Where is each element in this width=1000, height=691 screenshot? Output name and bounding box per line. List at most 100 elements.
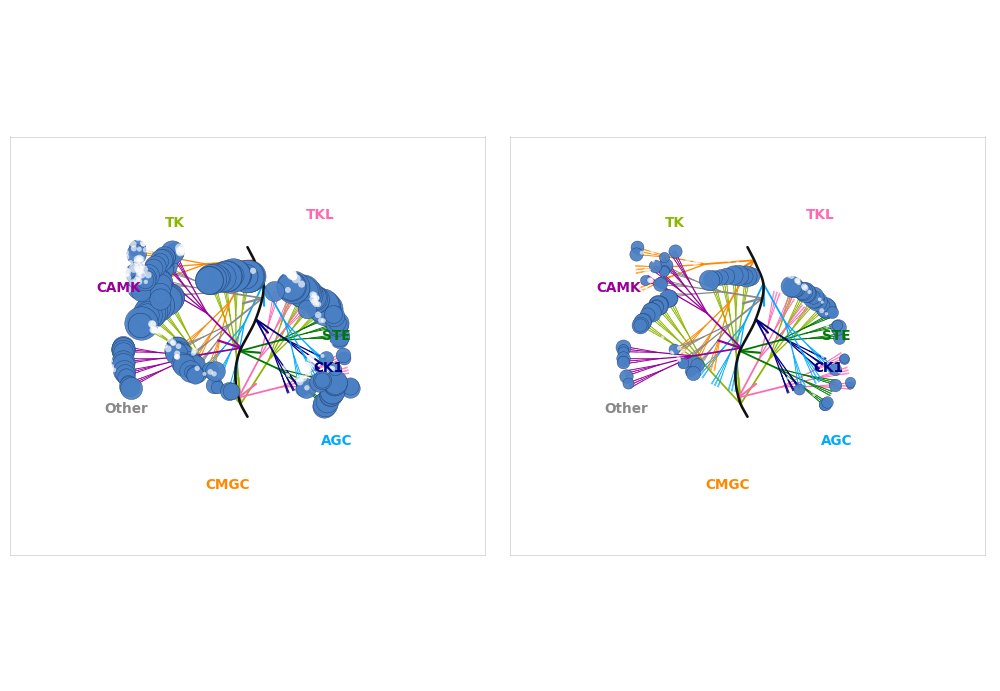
- Point: [108, 294, 124, 305]
- Point: [186, 239, 202, 250]
- Point: [817, 301, 833, 312]
- Point: [202, 366, 218, 377]
- Point: [299, 303, 315, 314]
- Point: [298, 382, 314, 393]
- Point: [153, 274, 169, 285]
- Point: [648, 301, 664, 312]
- Point: [299, 364, 315, 375]
- Point: [115, 358, 131, 369]
- Point: [197, 368, 213, 379]
- Point: [329, 319, 345, 330]
- Point: [304, 339, 320, 350]
- Point: [288, 273, 304, 284]
- Point: [671, 343, 687, 354]
- Point: [242, 271, 258, 282]
- Point: [690, 256, 706, 267]
- Point: [641, 265, 657, 276]
- Point: [283, 268, 299, 279]
- Point: [842, 377, 858, 388]
- Point: [342, 383, 358, 394]
- Point: [645, 255, 661, 266]
- Point: [680, 254, 696, 265]
- Point: [145, 319, 161, 330]
- Point: [292, 357, 308, 368]
- Point: [630, 280, 646, 291]
- Point: [725, 269, 741, 281]
- Point: [133, 286, 149, 297]
- Point: [172, 245, 188, 256]
- Point: [299, 287, 315, 299]
- Point: [206, 273, 222, 284]
- Point: [118, 371, 134, 382]
- Point: [791, 384, 807, 395]
- Point: [309, 294, 325, 305]
- Point: [141, 308, 157, 319]
- Point: [329, 317, 345, 328]
- Point: [134, 261, 150, 272]
- Point: [99, 283, 115, 294]
- Point: [661, 292, 677, 303]
- Point: [623, 294, 639, 305]
- Point: [283, 281, 299, 292]
- Point: [325, 363, 341, 374]
- Point: [172, 243, 188, 254]
- Point: [135, 314, 151, 325]
- Point: [152, 327, 168, 338]
- Point: [132, 265, 148, 276]
- Point: [133, 231, 149, 243]
- Point: [98, 337, 114, 348]
- Point: [140, 269, 156, 281]
- Point: [299, 359, 315, 370]
- Point: [206, 273, 222, 284]
- Point: [602, 343, 618, 354]
- Point: [202, 364, 218, 375]
- Point: [627, 264, 643, 275]
- Point: [764, 261, 780, 272]
- Point: [103, 286, 119, 297]
- Point: [223, 386, 239, 397]
- Point: [643, 275, 659, 286]
- Point: [634, 317, 650, 328]
- Point: [278, 265, 294, 276]
- Point: [93, 319, 109, 330]
- Point: [625, 287, 641, 299]
- Point: [169, 343, 185, 354]
- Point: [634, 287, 650, 298]
- Point: [731, 269, 747, 281]
- Point: [660, 293, 676, 304]
- Point: [295, 356, 311, 367]
- Point: [294, 285, 310, 296]
- Point: [648, 301, 664, 312]
- Point: [204, 243, 220, 254]
- Point: [814, 305, 830, 316]
- Point: [214, 247, 230, 258]
- Point: [93, 337, 109, 348]
- Point: [165, 338, 181, 349]
- Point: [131, 279, 147, 290]
- Point: [817, 399, 833, 410]
- Point: [742, 271, 758, 282]
- Point: [134, 230, 150, 241]
- Point: [118, 267, 134, 278]
- Point: [824, 307, 840, 318]
- Point: [315, 315, 331, 326]
- Point: [283, 269, 299, 280]
- Point: [285, 281, 301, 292]
- Point: [158, 294, 174, 305]
- Point: [219, 247, 235, 258]
- Point: [292, 376, 308, 387]
- Point: [616, 299, 632, 310]
- Text: AGC: AGC: [821, 434, 852, 448]
- Point: [630, 278, 646, 290]
- Point: [643, 306, 659, 317]
- Point: [644, 247, 660, 258]
- Point: [305, 294, 321, 305]
- Point: [807, 293, 823, 304]
- Point: [115, 359, 131, 370]
- Point: [276, 266, 292, 277]
- Point: [807, 385, 823, 396]
- Point: [799, 287, 815, 299]
- Point: [738, 270, 754, 281]
- Point: [149, 324, 165, 335]
- Point: [174, 348, 190, 359]
